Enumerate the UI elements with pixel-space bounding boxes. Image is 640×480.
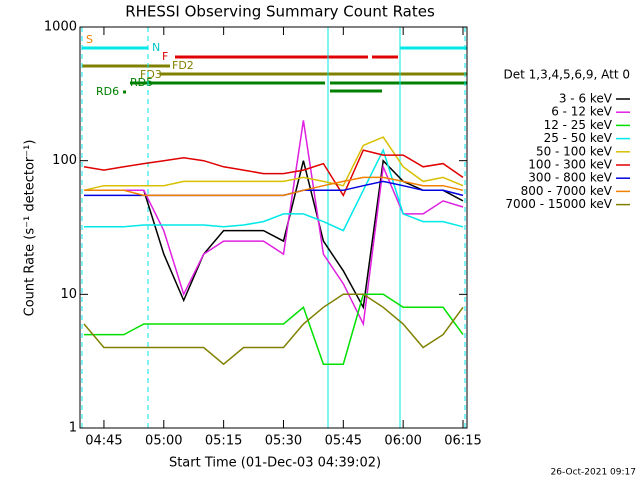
chart-title: RHESSI Observing Summary Count Rates — [125, 3, 435, 21]
y-tick-label: 1000 — [44, 20, 77, 35]
x-tick-label: 04:45 — [85, 434, 122, 449]
legend-label: 100 - 300 keV — [528, 158, 612, 172]
series-line — [84, 159, 464, 310]
x-tick-label: 05:00 — [145, 434, 182, 449]
legend-label: 3 - 6 keV — [559, 92, 613, 106]
flag-label: F — [162, 50, 168, 63]
legend-label: 7000 - 15000 keV — [505, 197, 612, 211]
series-line — [84, 148, 464, 232]
flag-label: S — [86, 33, 93, 46]
series-line — [83, 293, 464, 366]
series-line — [84, 176, 464, 197]
flag-label: FD2 — [172, 59, 194, 72]
x-tick-label: 05:45 — [325, 434, 362, 449]
flag-label: N — [152, 41, 160, 54]
flag-label: FD3 — [140, 68, 162, 81]
legend-label: 800 - 7000 keV — [521, 184, 613, 198]
legend-label: 300 - 800 keV — [528, 171, 612, 185]
flag-label: RD6 — [96, 85, 119, 98]
legend-label: 50 - 100 keV — [536, 144, 613, 158]
legend-title: Det 1,3,4,5,6,9, Att 0 — [503, 68, 630, 82]
series-line — [83, 149, 464, 197]
x-tick-label: 06:15 — [444, 434, 481, 449]
y-tick-label: 10 — [60, 287, 77, 302]
flag-label: RD5 — [130, 76, 153, 89]
x-tick-label: 05:30 — [265, 434, 302, 449]
x-tick-label: 06:00 — [384, 434, 421, 449]
flag-bars — [82, 46, 467, 94]
time-markers — [81, 27, 466, 428]
x-tick-label: 05:15 — [205, 434, 242, 449]
legend-label: 25 - 50 keV — [544, 131, 613, 145]
y-axis-label: Count Rate (s⁻¹ detector⁻¹) — [23, 140, 38, 317]
footer: 26-Oct-2021 09:17 — [551, 468, 636, 478]
y-tick-label: 100 — [52, 153, 77, 168]
legend-label: 12 - 25 keV — [544, 118, 613, 132]
series-line — [84, 120, 464, 327]
legend-label: 6 - 12 keV — [551, 105, 613, 119]
flag-labels: S N F FD2 FD3 RD5 RD6 — [86, 33, 194, 98]
series-line — [84, 293, 464, 365]
plot-frame — [79, 26, 468, 429]
y-tick-label: 1 — [69, 421, 77, 436]
series-line — [83, 136, 464, 192]
x-axis-label: Start Time (01-Dec-03 04:39:02) — [169, 456, 381, 471]
